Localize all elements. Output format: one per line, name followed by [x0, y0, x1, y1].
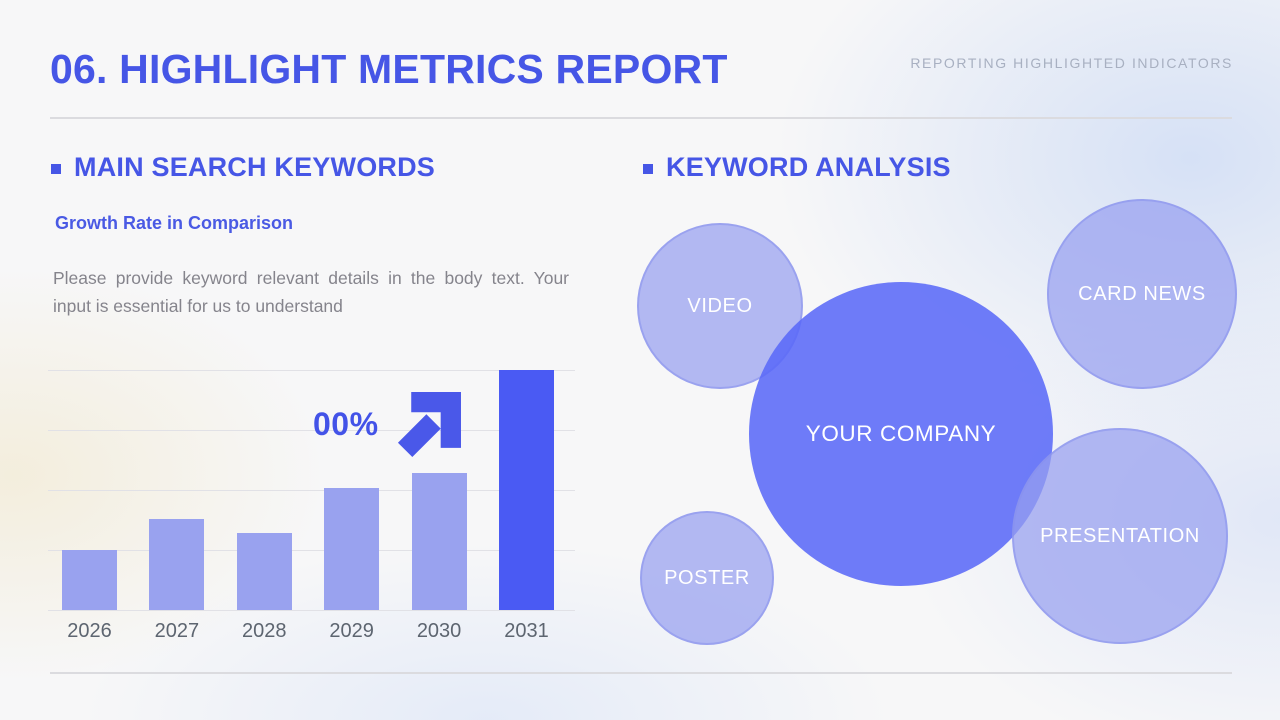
bar-2026: 2026	[62, 370, 117, 642]
bubble-label: POSTER	[664, 566, 750, 589]
bar-2028: 2028	[236, 370, 292, 642]
bubble-label: CARD NEWS	[1078, 282, 1206, 305]
header-tagline: REPORTING HIGHLIGHTED INDICATORS	[910, 55, 1233, 71]
bar-label-2027: 2027	[154, 620, 200, 642]
bottom-divider	[50, 672, 1232, 674]
bubble-poster: POSTER	[640, 511, 774, 645]
body-text-line1: Please provide keyword relevant details …	[53, 268, 525, 288]
bar-fill-2030	[411, 473, 467, 610]
bubble-label: VIDEO	[687, 294, 753, 317]
bubble-card-news: CARD NEWS	[1047, 199, 1237, 389]
square-bullet-icon	[51, 164, 61, 174]
bubble-label: PRESENTATION	[1040, 524, 1200, 547]
left-section-title: MAIN SEARCH KEYWORDS	[74, 152, 436, 182]
bar-fill-2026	[62, 550, 117, 610]
bar-label-2030: 2030	[416, 620, 462, 642]
growth-annotation: 00%	[313, 392, 461, 458]
bar-fill-2028	[236, 533, 292, 610]
page-title: 06. HIGHLIGHT METRICS REPORT	[50, 46, 728, 92]
bar-label-2026: 2026	[67, 620, 112, 642]
left-section-heading: MAIN SEARCH KEYWORDS	[51, 152, 435, 183]
bar-2031: 2031	[498, 370, 554, 642]
gridline	[48, 490, 575, 491]
bar-label-2029: 2029	[329, 620, 374, 642]
top-divider	[50, 117, 1232, 119]
body-text-line2: Your input is essential for us to unders…	[53, 268, 569, 316]
bars-container: 2026 2027 2028 2029 2030 2031	[48, 370, 575, 642]
bar-2029: 2029	[324, 370, 380, 642]
growth-percent-label: 00%	[313, 406, 379, 442]
square-bullet-icon	[643, 164, 653, 174]
gridline	[48, 610, 575, 611]
bar-label-2028: 2028	[242, 620, 287, 642]
bar-fill-2029	[324, 487, 380, 610]
bar-2030: 2030	[411, 370, 467, 642]
right-section-heading: KEYWORD ANALYSIS	[643, 152, 951, 183]
bar-2027: 2027	[149, 370, 205, 642]
bubble-video: VIDEO	[637, 223, 803, 389]
bar-fill-2027	[149, 518, 205, 610]
bubble-presentation: PRESENTATION	[1012, 428, 1228, 644]
bar-fill-2031	[498, 370, 554, 610]
bubble-your-company: YOUR COMPANY	[749, 282, 1053, 586]
bar-label-2031: 2031	[504, 620, 549, 642]
trend-up-arrow-icon	[397, 392, 461, 458]
bubble-label: YOUR COMPANY	[805, 421, 997, 446]
chart-subtitle: Growth Rate in Comparison	[55, 213, 294, 233]
body-text: Please provide keyword relevant details …	[53, 264, 569, 320]
gridline	[48, 550, 575, 551]
gridline	[48, 370, 575, 371]
gridline	[48, 430, 575, 431]
right-section-title: KEYWORD ANALYSIS	[666, 152, 951, 182]
bar-chart: 2026 2027 2028 2029 2030 2031 00%	[48, 370, 575, 642]
